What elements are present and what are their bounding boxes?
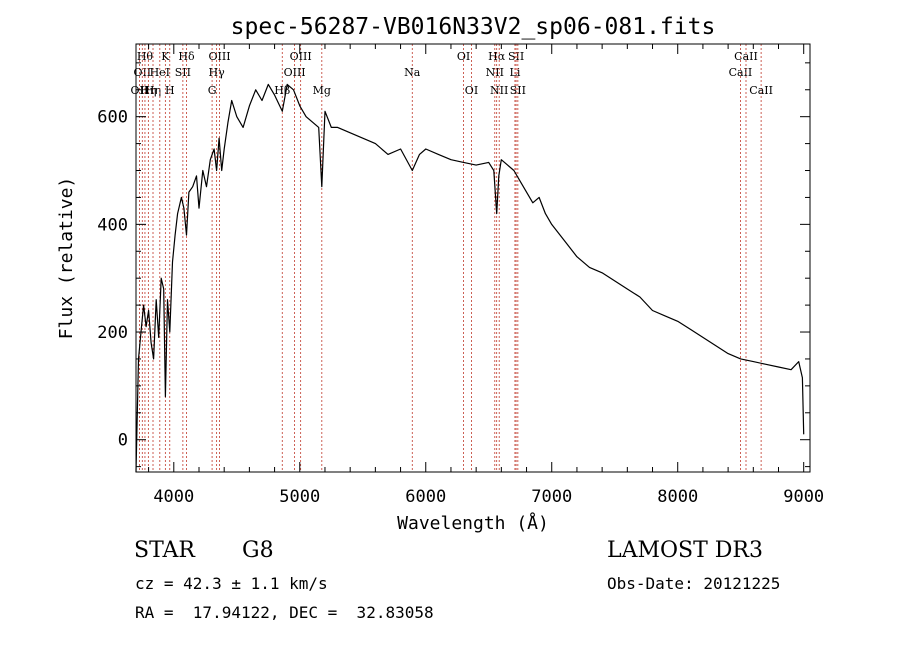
object-subclass: G8	[242, 538, 274, 563]
spectral-line-label: Hβ	[274, 84, 290, 97]
spectral-line-label: NII	[486, 66, 504, 79]
spectral-line-label: Hγ	[209, 66, 226, 79]
x-tick-label: 7000	[531, 487, 572, 507]
spectral-line-label: Hη	[140, 84, 156, 97]
spectral-line-markers: OIIOIIHθHηHηHeIKHSIIHδGHγOIIIHβOIIIOIIIM…	[131, 44, 773, 472]
spectral-line-label: OI	[457, 50, 470, 63]
spectral-line-label: Mg	[313, 84, 331, 97]
spectral-line-label: OIII	[208, 50, 230, 63]
plot-frame	[135, 43, 811, 473]
axes: 4000 5000 6000 7000 8000 9000 0 200 400 600	[97, 44, 824, 507]
coordinates: RA = 17.94122, DEC = 32.83058	[135, 603, 434, 622]
x-tick-label: 6000	[405, 487, 446, 507]
x-axis-label: Wavelength (Å)	[397, 512, 549, 534]
spectral-line-label: CaII	[749, 84, 773, 97]
spectral-line-label: SII	[510, 84, 526, 97]
x-tick-label: 9000	[783, 487, 824, 507]
x-tick-label: 5000	[279, 487, 320, 507]
spectral-line-label: Na	[404, 66, 421, 79]
spectral-line-label: SII	[175, 66, 191, 79]
y-tick-label: 600	[97, 108, 128, 128]
spectrum-line	[135, 83, 805, 473]
x-tick-label: 8000	[657, 487, 698, 507]
spectral-line-label: OIII	[284, 66, 306, 79]
y-tick-label: 200	[97, 323, 128, 343]
x-tick-label: 4000	[153, 487, 194, 507]
redshift-value: cz = 42.3 ± 1.1 km/s	[135, 574, 328, 593]
spectral-line-label: Hη	[145, 84, 161, 97]
spectral-line-label: Hα	[488, 50, 506, 63]
spectral-line-label: OII	[131, 84, 149, 97]
spectral-line-label: CaII	[734, 50, 758, 63]
spectral-line-label: OII	[133, 66, 151, 79]
survey-name: LAMOST DR3	[607, 538, 763, 563]
spectral-line-label: HeI	[150, 66, 170, 79]
object-class: STAR	[134, 538, 195, 563]
y-axis-label: Flux (relative)	[56, 177, 77, 340]
spectral-line-label: K	[161, 50, 170, 63]
spectral-line-label: G	[208, 84, 217, 97]
spectral-line-label: Li	[510, 66, 521, 79]
spectral-line-label: CaII	[729, 66, 753, 79]
spectral-line-label: Hδ	[178, 50, 195, 63]
y-tick-label: 0	[118, 431, 128, 451]
observation-date: Obs-Date: 20121225	[607, 574, 781, 593]
spectral-line-label: H	[165, 84, 175, 97]
chart-title: spec-56287-VB016N33V2_sp06-081.fits	[231, 14, 716, 40]
y-tick-label: 400	[97, 215, 128, 235]
spectral-line-label: OI	[465, 84, 478, 97]
spectral-line-label: SII	[508, 50, 524, 63]
spectral-line-label: NII	[490, 84, 508, 97]
spectral-line-label: OIII	[290, 50, 312, 63]
spectral-line-label: Hθ	[137, 50, 154, 63]
